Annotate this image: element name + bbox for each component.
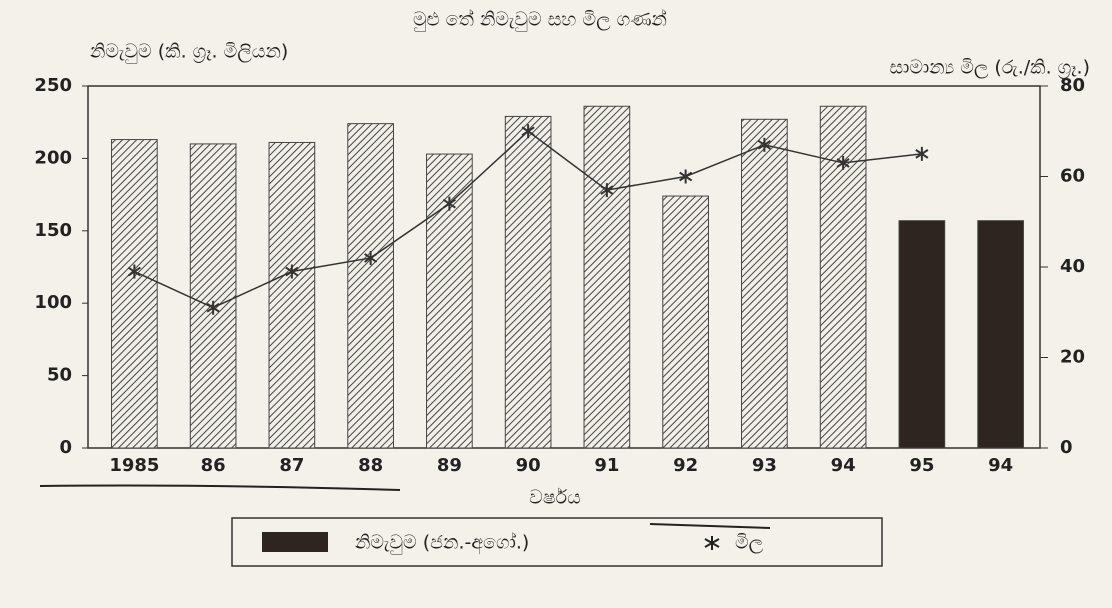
y2-tick-label: 0 [1060,437,1073,458]
price-marker [600,183,614,198]
price-marker [442,196,456,211]
price-marker [127,264,141,279]
price-marker [836,155,850,170]
bar [347,123,394,449]
y2-tick-label: 60 [1060,166,1085,187]
price-marker [679,169,693,184]
bar [583,105,631,449]
x-tick-label: 86 [201,455,226,476]
y2-tick-label: 40 [1060,256,1085,277]
y2-tick-label: 20 [1060,347,1085,368]
bar [741,118,788,449]
x-tick-label: 94 [988,455,1013,476]
x-axis-label: වර්ෂය [529,487,581,509]
x-tick-label: 89 [437,455,462,476]
bar [111,139,158,449]
bar [662,195,709,449]
chart-title: මුළු තේ නිමැවුම සහ මිල ගණන් [413,8,667,32]
x-tick-label: 92 [673,455,698,476]
y2-axis-label: සාමාන්‍ය මිල (රු./කි. ග්‍රෑ.) [889,57,1090,79]
y-tick-label: 200 [34,147,72,168]
price-marker [757,137,771,152]
bar [189,143,237,449]
x-tick-label: 1985 [109,455,159,476]
x-tick-label: 90 [516,455,541,476]
price-marker [364,250,378,265]
legend-label: මිල [735,532,764,554]
y-tick-label: 250 [34,75,72,96]
legend-swatch [262,532,328,552]
y-tick-label: 50 [47,365,72,386]
price-marker [206,300,220,315]
y2-tick-label: 80 [1060,75,1085,96]
bar [977,220,1024,449]
bar [898,220,946,449]
y-axis-label: නිමැවුම (කි. ග්‍රෑ. මිලියන) [90,41,288,64]
bar [504,115,552,449]
decoration [39,484,771,529]
legend-label: නිමැවුම (ජන.-අගෝ.) [355,532,529,555]
x-tick-label: 95 [909,455,934,476]
y-tick-label: 0 [59,437,72,458]
price-marker [521,124,535,139]
legend-box [231,517,883,567]
y-tick-label: 100 [34,292,72,313]
x-tick-label: 88 [358,455,383,476]
y-tick-label: 150 [34,220,72,241]
x-tick-label: 94 [831,455,856,476]
price-marker [915,146,929,161]
x-tick-label: 91 [594,455,619,476]
price-marker [285,264,299,279]
legend-marker [704,536,720,550]
x-tick-label: 87 [279,455,304,476]
x-tick-label: 93 [752,455,777,476]
bar [268,141,316,449]
